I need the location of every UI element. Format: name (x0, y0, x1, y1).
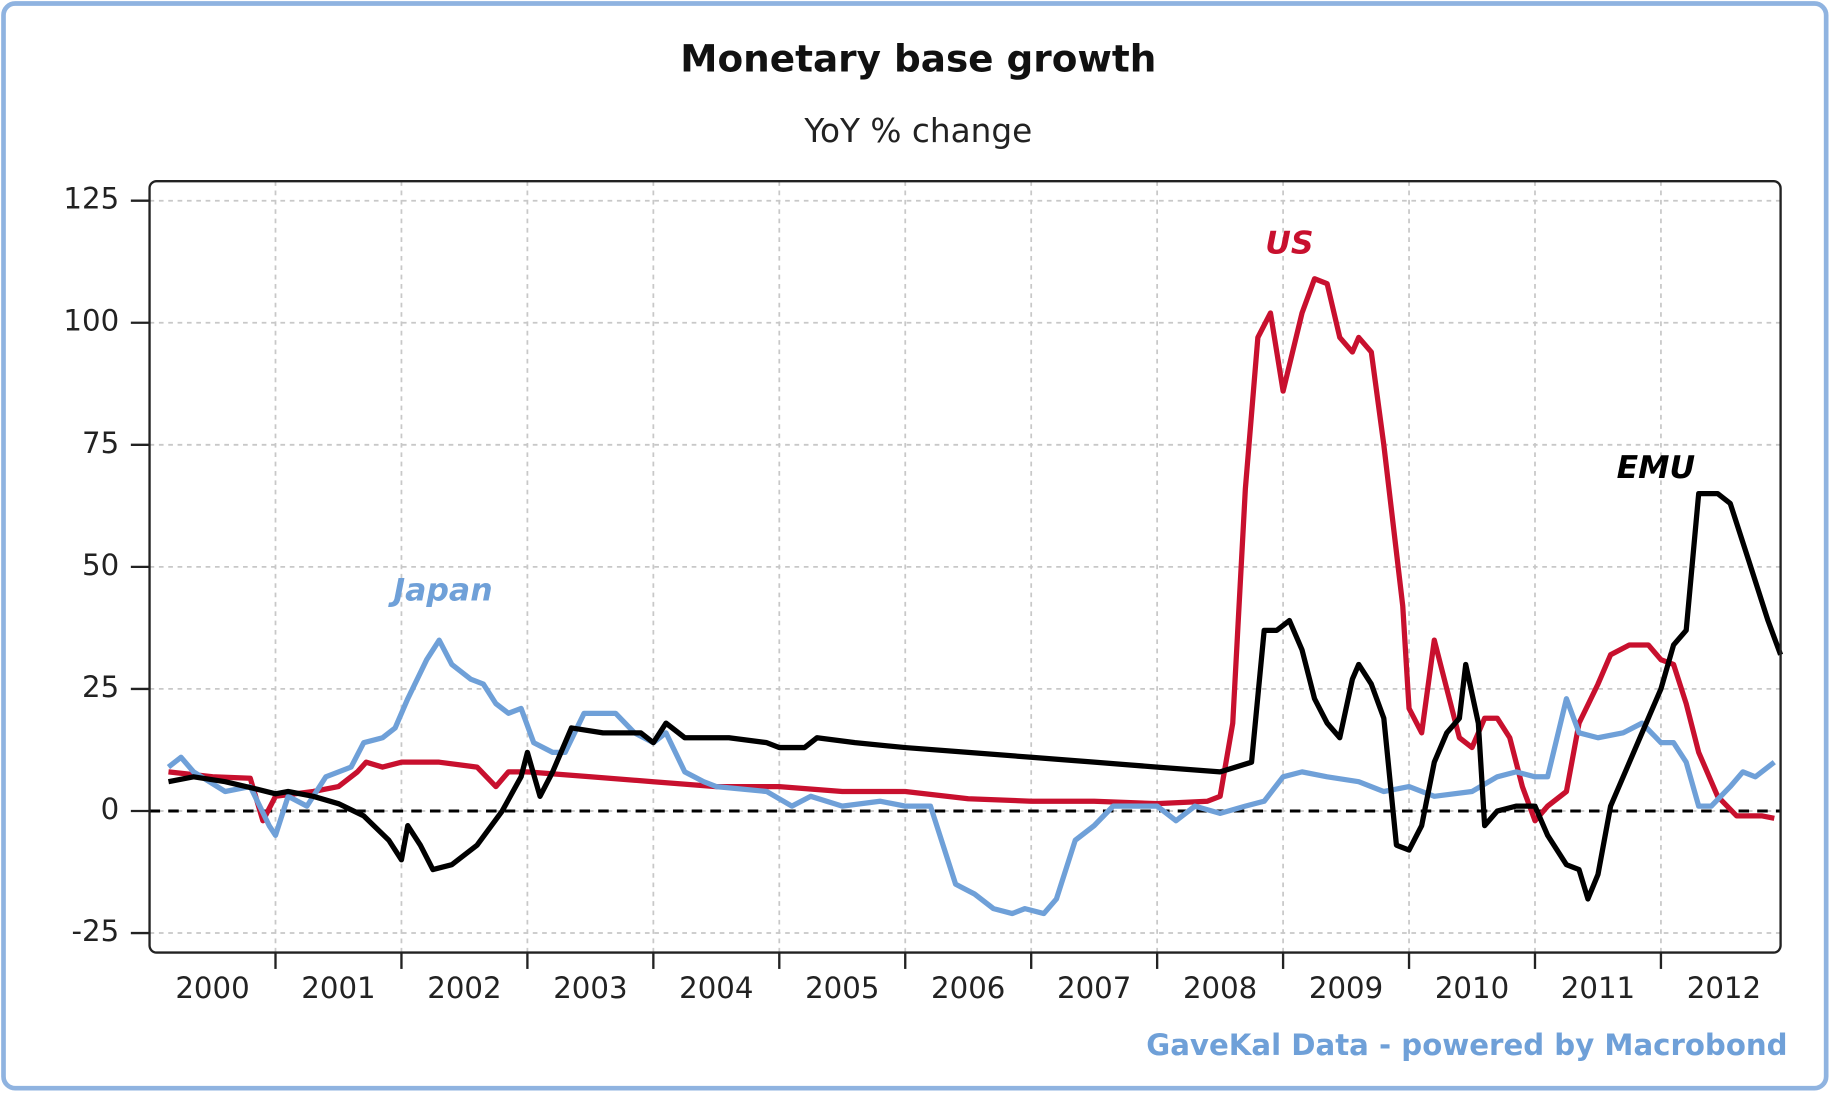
x-tick-label: 2003 (553, 971, 627, 1005)
chart-subtitle: YoY % change (803, 112, 1032, 150)
x-tick-label: 2006 (931, 971, 1005, 1005)
plot-frame (148, 179, 1782, 954)
series-line (167, 490, 1784, 902)
x-tick-label: 2007 (1057, 971, 1131, 1005)
x-tick-label: 2009 (1309, 971, 1383, 1005)
x-tick-label: 2012 (1687, 971, 1761, 1005)
y-tick-label: -25 (71, 914, 119, 948)
y-tick-label: 125 (63, 182, 119, 216)
x-tick-label: 2011 (1561, 971, 1635, 1005)
x-tick-label: 2004 (679, 971, 753, 1005)
y-tick-label: 75 (82, 426, 119, 460)
series-line (166, 637, 1776, 917)
x-tick-label: 2002 (427, 971, 501, 1005)
y-tick-label: 50 (82, 548, 119, 582)
series-line (168, 276, 1775, 824)
series-label: US (1265, 226, 1313, 262)
y-tick-label: 25 (82, 670, 119, 704)
series-label: EMU (1617, 450, 1696, 486)
series-label: Japan (387, 572, 492, 608)
x-tick-label: 2000 (175, 971, 249, 1005)
y-tick-label: 0 (101, 792, 120, 826)
y-tick-label: 100 (63, 304, 119, 338)
x-tick-label: 2005 (805, 971, 879, 1005)
chart-title: Monetary base growth (680, 36, 1156, 80)
x-tick-label: 2008 (1183, 971, 1257, 1005)
source: GaveKal Data - powered by Macrobond (1146, 1028, 1787, 1062)
x-tick-label: 2010 (1435, 971, 1509, 1005)
x-tick-label: 2001 (301, 971, 375, 1005)
